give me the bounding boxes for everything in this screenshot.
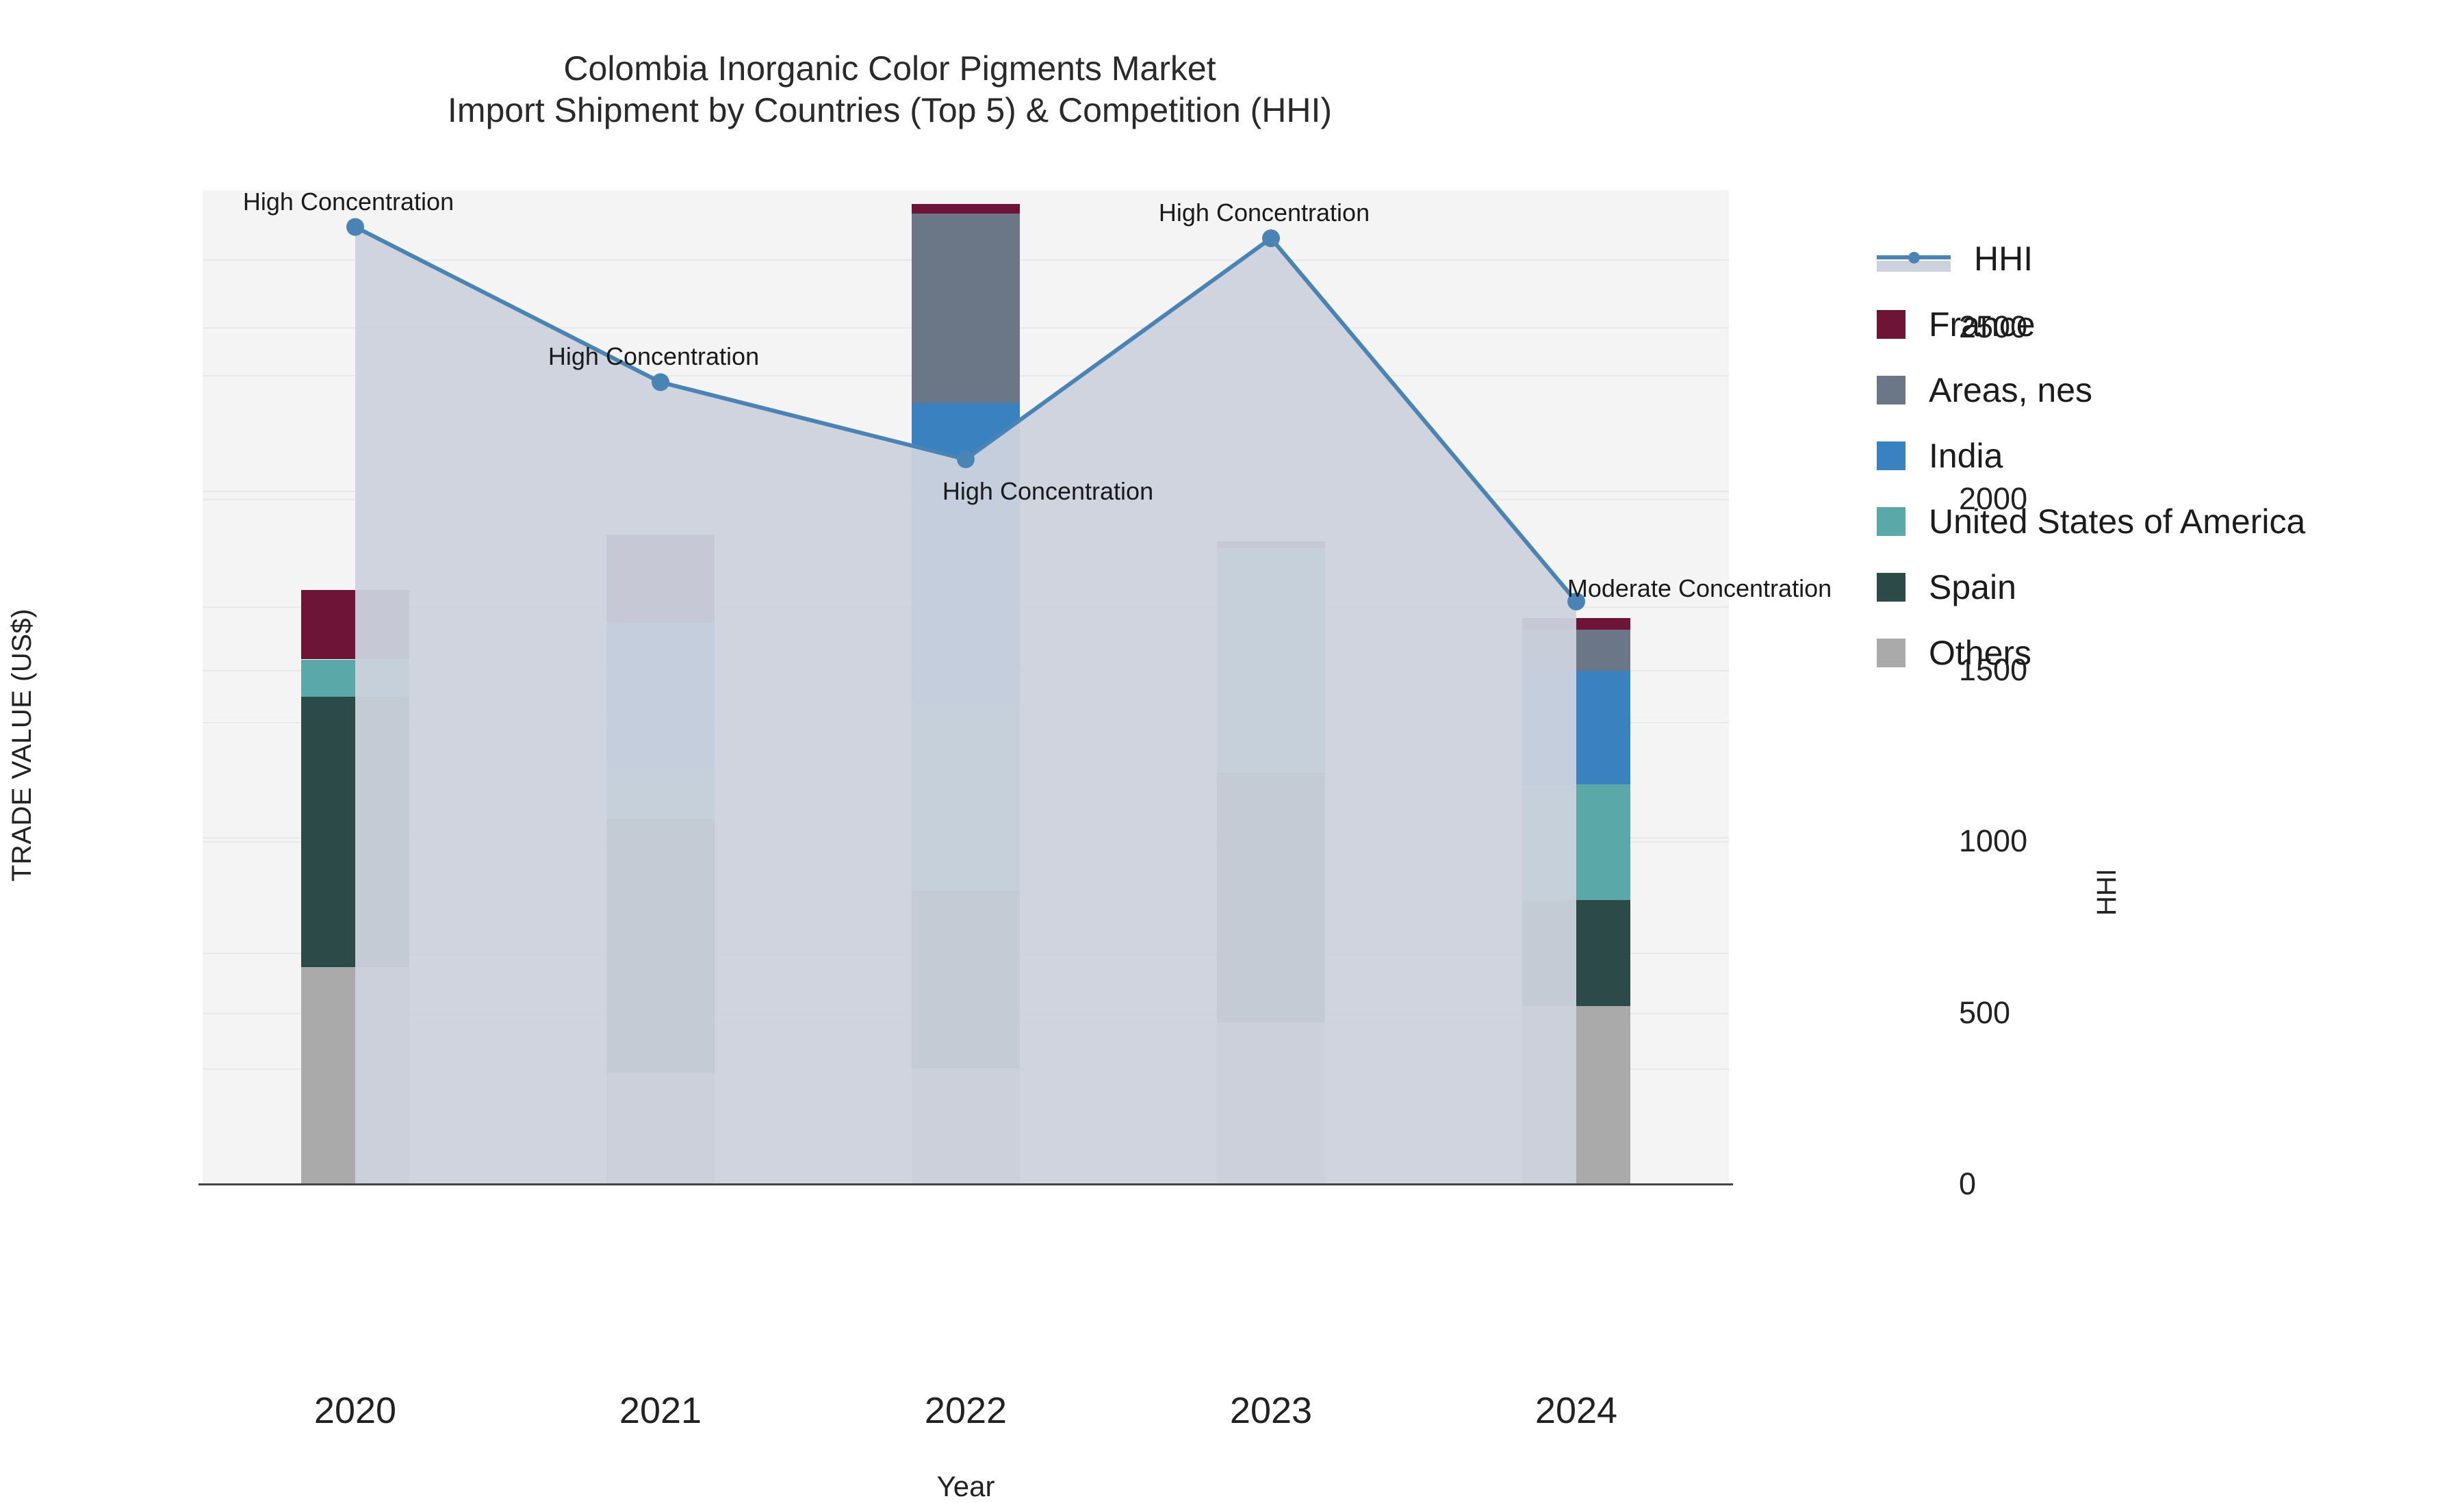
x-axis-line bbox=[198, 1183, 1733, 1185]
y-axis-right-tick-label: 0 bbox=[1959, 1166, 1977, 1201]
legend-item[interactable]: India bbox=[1877, 423, 2438, 489]
bar-segment[interactable] bbox=[912, 213, 1020, 403]
legend-label: France bbox=[1929, 305, 2036, 344]
legend-line-marker bbox=[1877, 244, 1951, 273]
legend-swatch bbox=[1877, 639, 1905, 667]
y-axis-right-tick-label: 1000 bbox=[1959, 823, 2028, 859]
legend-label: India bbox=[1929, 437, 2003, 475]
hhi-data-point[interactable] bbox=[346, 218, 364, 236]
hhi-annotation: Moderate Concentration bbox=[1567, 574, 1832, 602]
plot-area: High Concentration High Concentration High… bbox=[7, 187, 2122, 1502]
x-axis-tick-label: 2023 bbox=[1229, 1390, 1313, 1431]
hhi-area-fill bbox=[355, 227, 1576, 1185]
y-axis-right-tick-label: 2500 bbox=[1959, 309, 2028, 345]
x-axis-tick-label: 2021 bbox=[619, 1390, 702, 1431]
legend-swatch bbox=[1877, 507, 1905, 536]
legend-swatch bbox=[1877, 573, 1905, 602]
legend-label: HHI bbox=[1974, 240, 2033, 278]
hhi-data-point[interactable] bbox=[1567, 592, 1585, 611]
hhi-data-point[interactable] bbox=[957, 450, 975, 469]
bar-segment[interactable] bbox=[912, 204, 1020, 214]
y-axis-right-tick-label: 1500 bbox=[1959, 652, 2028, 687]
x-axis-label: Year bbox=[936, 1470, 995, 1502]
legend-item[interactable]: Spain bbox=[1877, 554, 2438, 620]
hhi-annotation: High Concentration bbox=[1158, 198, 1370, 227]
legend-item[interactable]: Areas, nes bbox=[1877, 357, 2438, 423]
legend-label: Others bbox=[1929, 634, 2032, 672]
chart-title: Colombia Inorganic Color Pigments Market… bbox=[0, 48, 1780, 131]
chart-title-line1: Colombia Inorganic Color Pigments Market bbox=[563, 49, 1216, 88]
y-axis-left-label: TRADE VALUE (US$) bbox=[7, 608, 37, 882]
hhi-data-points bbox=[346, 218, 1585, 611]
chart-title-line2: Import Shipment by Countries (Top 5) & C… bbox=[447, 91, 1333, 129]
hhi-data-point[interactable] bbox=[1262, 229, 1280, 248]
legend: HHI France Areas, nes India United States of… bbox=[1877, 226, 2438, 686]
y-axis-right-tick-label: 500 bbox=[1959, 994, 2011, 1030]
legend-label: Spain bbox=[1929, 568, 2016, 606]
legend-label: United States of America bbox=[1929, 502, 2306, 541]
hhi-annotation: High Concentration bbox=[242, 187, 454, 216]
x-axis-tick-label: 2024 bbox=[1535, 1390, 1618, 1431]
legend-item[interactable]: HHI bbox=[1877, 226, 2438, 292]
legend-item[interactable]: United States of America bbox=[1877, 489, 2438, 554]
x-axis-tick-label: 2022 bbox=[924, 1390, 1008, 1431]
legend-item[interactable]: France bbox=[1877, 292, 2438, 357]
legend-label: Areas, nes bbox=[1929, 371, 2093, 409]
hhi-annotation: High Concentration bbox=[942, 477, 1154, 506]
hhi-annotation: High Concentration bbox=[548, 342, 760, 371]
legend-swatch bbox=[1877, 441, 1905, 470]
legend-swatch bbox=[1877, 376, 1905, 404]
y-axis-right-tick-label: 2000 bbox=[1959, 480, 2028, 516]
legend-item[interactable]: Others bbox=[1877, 620, 2438, 686]
legend-swatch bbox=[1877, 310, 1905, 339]
hhi-data-point[interactable] bbox=[652, 373, 669, 391]
hhi-line-layer bbox=[346, 218, 1585, 1185]
x-axis-tick-label: 2020 bbox=[313, 1390, 397, 1431]
y-axis-right-label: HHI bbox=[2092, 869, 2122, 916]
